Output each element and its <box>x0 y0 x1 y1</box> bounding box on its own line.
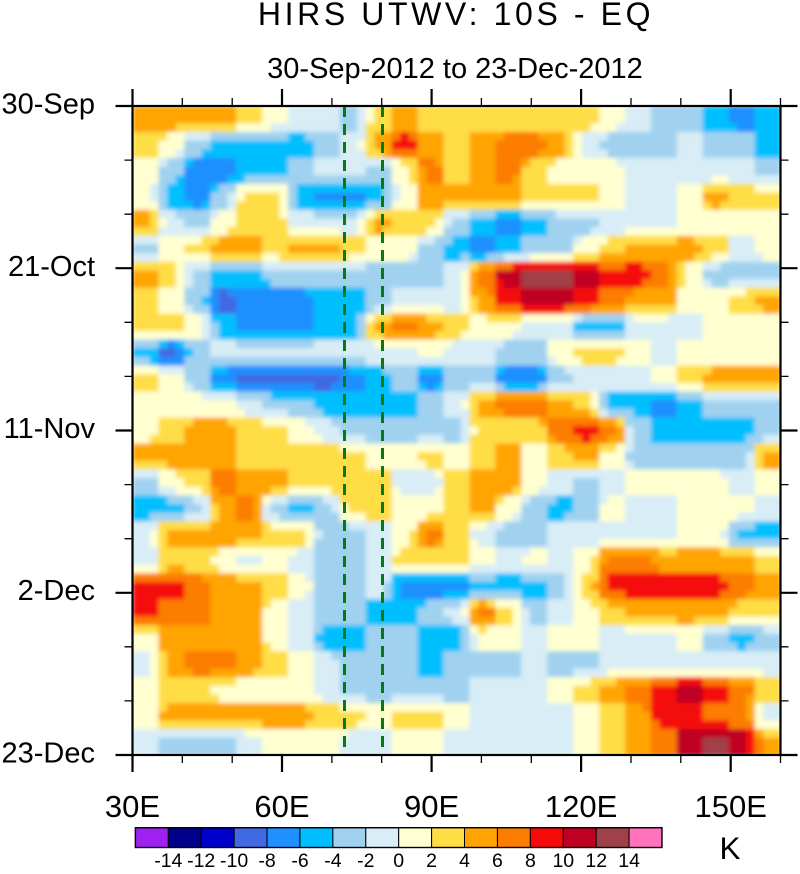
svg-text:90E: 90E <box>404 789 459 824</box>
svg-text:2: 2 <box>426 850 437 869</box>
svg-text:-2: -2 <box>357 850 374 869</box>
svg-text:30-Sep: 30-Sep <box>1 89 95 121</box>
svg-text:HIRS UTWV: 10S - EQ: HIRS UTWV: 10S - EQ <box>258 0 654 32</box>
svg-text:14: 14 <box>618 850 640 869</box>
svg-text:-10: -10 <box>220 850 248 869</box>
svg-text:30-Sep-2012 to 23-Dec-2012: 30-Sep-2012 to 23-Dec-2012 <box>267 53 643 85</box>
svg-text:K: K <box>719 830 740 866</box>
svg-text:0: 0 <box>393 850 404 869</box>
svg-text:6: 6 <box>492 850 503 869</box>
svg-text:21-Oct: 21-Oct <box>8 251 95 283</box>
svg-text:150E: 150E <box>694 789 766 824</box>
svg-text:8: 8 <box>525 850 536 869</box>
svg-text:2-Dec: 2-Dec <box>18 575 95 607</box>
svg-text:10: 10 <box>552 850 574 869</box>
svg-text:120E: 120E <box>545 789 617 824</box>
svg-text:11-Nov: 11-Nov <box>4 413 96 445</box>
svg-text:-4: -4 <box>324 850 341 869</box>
svg-text:30E: 30E <box>105 789 160 824</box>
svg-text:23-Dec: 23-Dec <box>2 738 96 770</box>
svg-text:4: 4 <box>459 850 470 869</box>
svg-text:12: 12 <box>585 850 607 869</box>
svg-text:-12: -12 <box>187 850 215 869</box>
svg-text:-6: -6 <box>291 850 308 869</box>
svg-text:-8: -8 <box>258 850 275 869</box>
svg-text:-14: -14 <box>154 850 182 869</box>
svg-text:60E: 60E <box>254 789 309 824</box>
